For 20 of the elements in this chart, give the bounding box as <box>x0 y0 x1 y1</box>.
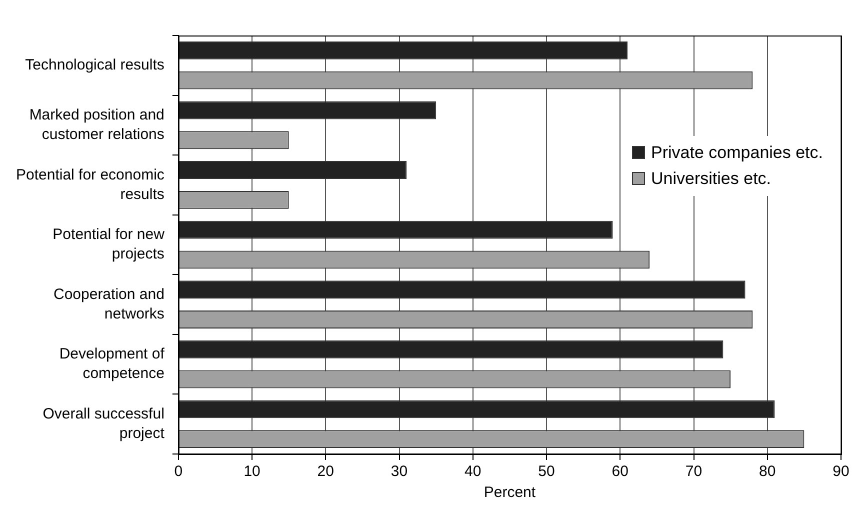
x-axis-title: Percent <box>484 484 536 502</box>
x-tick-label: 60 <box>612 463 628 480</box>
x-tick-label: 50 <box>538 463 555 480</box>
y-tick-label: Overall successful project <box>42 406 166 442</box>
y-tick-label: Marked position and customer relations <box>29 106 164 144</box>
y-tick-label: Potential for new projects <box>52 226 165 263</box>
legend-label: Private companies etc. <box>651 142 823 164</box>
legend-label: Universities etc. <box>651 168 772 190</box>
x-tick-label: 20 <box>317 463 334 480</box>
y-tick-label: Cooperation and networks <box>53 286 164 322</box>
x-tick-label: 80 <box>759 463 776 480</box>
x-tick-label: 10 <box>244 463 260 480</box>
x-tick-label: 30 <box>390 463 408 480</box>
x-tick-label: 0 <box>174 463 183 480</box>
y-tick-label: Potential for economic results <box>16 166 165 203</box>
y-tick-label: Development of competence <box>59 346 166 382</box>
x-tick-label: 70 <box>685 463 702 480</box>
x-tick-label: 40 <box>464 463 482 480</box>
y-tick-label: Technological results <box>25 56 164 74</box>
x-tick-label: 90 <box>832 463 850 480</box>
